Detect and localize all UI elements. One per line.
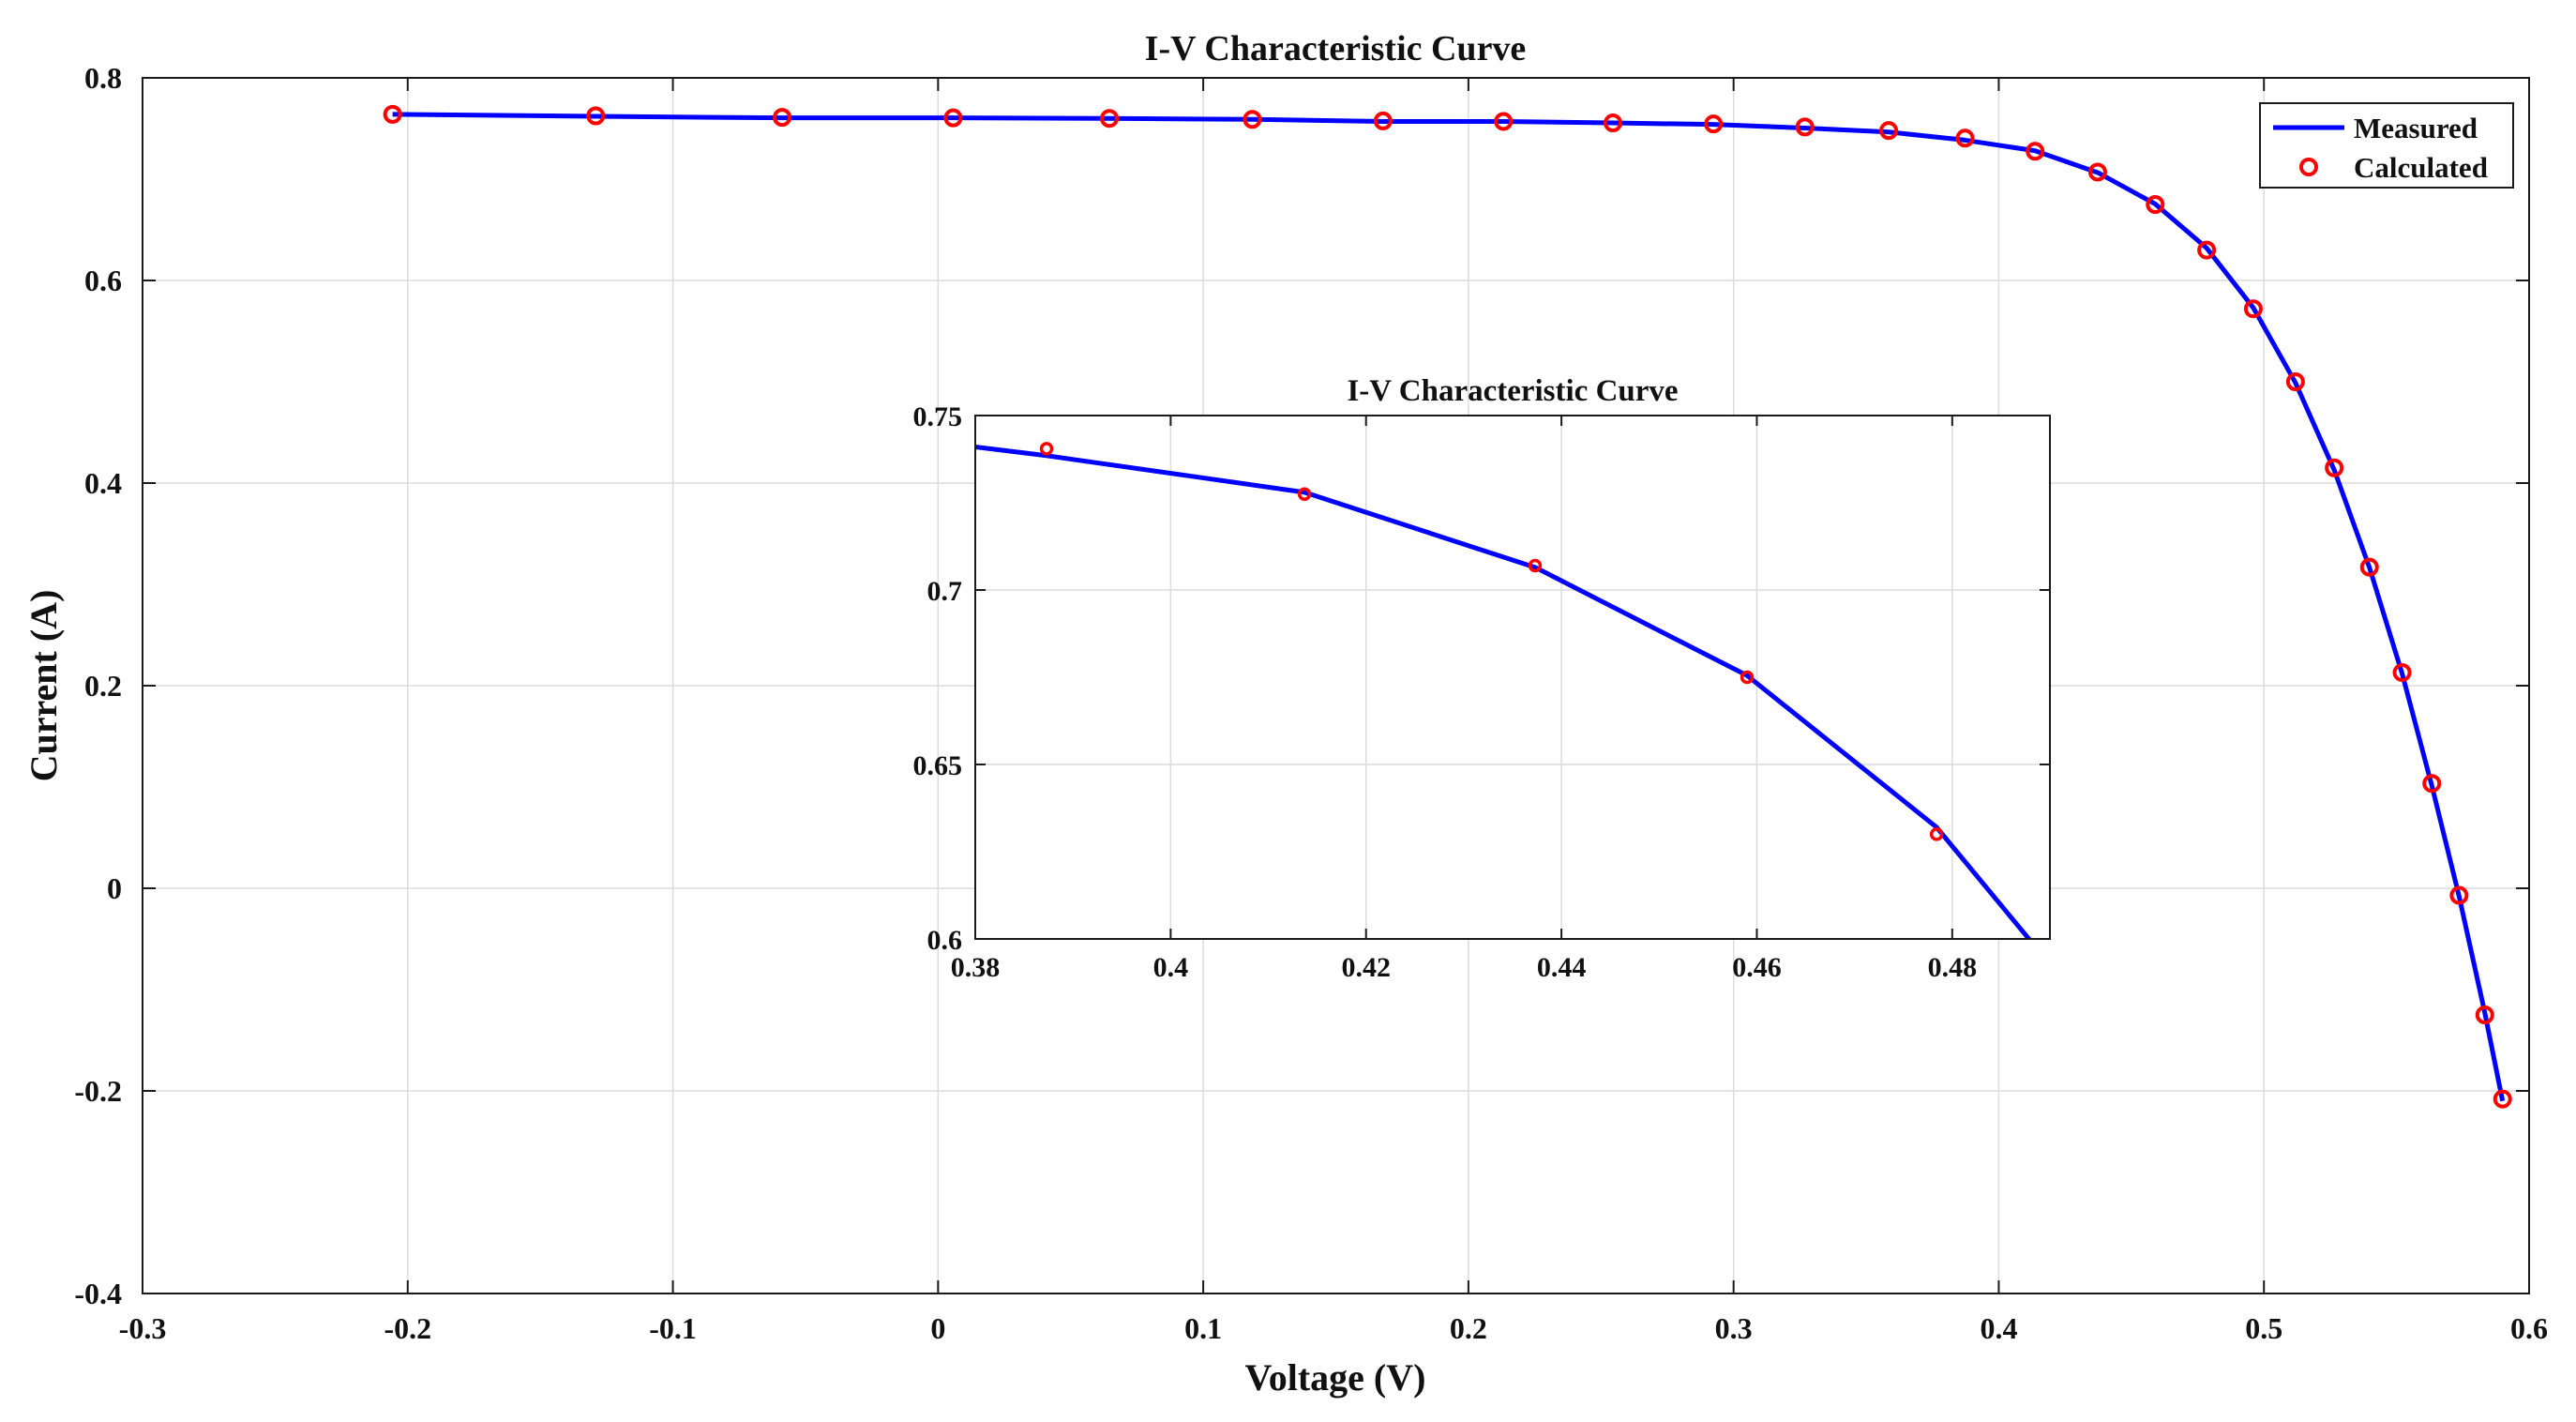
inset-x-tick-label: 0.38 (951, 952, 1001, 983)
main-series-calculated-point (586, 106, 606, 126)
inset-chart-title: I-V Characteristic Curve (1347, 374, 1678, 408)
inset-series-measured-line (975, 444, 2032, 939)
inset-y-tick-label: 0.75 (913, 401, 963, 432)
main-series-calculated-point (1494, 112, 1514, 131)
main-x-tick-label: 0.4 (1980, 1311, 2017, 1345)
main-series-calculated-point (2243, 299, 2263, 319)
main-series-calculated-point (383, 104, 402, 124)
inset-y-tick-label: 0.6 (927, 925, 963, 956)
main-series-calculated-point (2359, 557, 2379, 577)
inset-series-calculated-point (1297, 487, 1312, 501)
main-y-tick-label: 0.4 (84, 466, 122, 500)
main-series-calculated-point (2493, 1089, 2512, 1109)
main-chart-title: I-V Characteristic Curve (1145, 29, 1527, 68)
main-series-calculated-point (2392, 662, 2412, 682)
main-series-calculated-point (2449, 885, 2469, 905)
main-series-measured-line (392, 112, 2506, 1102)
inset-x-tick-labels: 0.38 0.4 0.42 0.44 0.46 0.48 (951, 952, 1977, 983)
inset-series-calculated-point (1929, 827, 1944, 841)
main-y-tick-label: -0.4 (74, 1277, 122, 1310)
main-y-axis-label: Current (A) (23, 590, 65, 782)
main-x-tick-label: 0 (930, 1311, 945, 1345)
inset-plot-background (974, 415, 2051, 940)
main-series-calculated-point (2197, 240, 2217, 260)
inset-x-tick-label: 0.4 (1153, 952, 1189, 983)
main-series-calculated-point (2325, 458, 2344, 477)
inset-y-tick-label: 0.65 (913, 750, 963, 781)
main-y-tick-label: 0.6 (84, 264, 122, 297)
main-x-tick-label: -0.1 (649, 1311, 697, 1345)
main-series-calculated-point (2285, 372, 2305, 391)
legend-measured-label: Measured (2354, 112, 2478, 144)
main-series-calculated-point (2026, 142, 2045, 161)
main-series-calculated-point (1704, 114, 1724, 134)
main-series-calculated-point (773, 108, 792, 128)
legend: Measured Calculated (2259, 102, 2514, 189)
main-x-tick-label: 0.2 (1450, 1311, 1487, 1345)
main-series-calculated-point (2087, 162, 2107, 182)
inset-x-tick-label: 0.46 (1732, 952, 1782, 983)
main-series-calculated-point (2146, 195, 2165, 214)
inset-y-tick-label: 0.7 (927, 576, 963, 607)
main-series-calculated-point (1879, 121, 1899, 141)
main-series-calculated-point (943, 108, 963, 128)
main-y-tick-labels: -0.4 -0.2 0 0.2 0.4 0.6 0.8 (74, 61, 122, 1310)
main-series-calculated-point (1243, 110, 1262, 129)
main-y-tick-label: -0.2 (74, 1074, 122, 1108)
main-series-calculated-point (2422, 774, 2442, 794)
main-x-tick-label: 0.5 (2245, 1311, 2282, 1345)
inset-series-calculated-point (1740, 670, 1755, 685)
inset-series-layer (975, 442, 2032, 939)
inset-series-calculated-point (1528, 558, 1543, 573)
main-x-tick-label: 0.3 (1715, 1311, 1753, 1345)
main-axis-ticks (142, 77, 2530, 1294)
main-series-calculated-point (1604, 113, 1622, 133)
inset-x-tick-label: 0.48 (1928, 952, 1978, 983)
inset-x-tick-label: 0.42 (1341, 952, 1391, 983)
inset-series-calculated-point (1039, 442, 1054, 456)
main-x-tick-labels: -0.3 -0.2 -0.1 0 0.1 0.2 0.3 0.4 0.5 0.6 (119, 1311, 2548, 1345)
main-x-axis-label: Voltage (V) (1245, 1356, 1426, 1399)
main-x-tick-label: -0.2 (384, 1311, 431, 1345)
main-series-calculated-point (1955, 129, 1975, 148)
main-series-calculated-point (1100, 109, 1120, 129)
inset-y-tick-labels: 0.6 0.65 0.7 0.75 (913, 401, 963, 956)
inset-x-tick-label: 0.44 (1537, 952, 1587, 983)
inset-plot-frame (974, 415, 2051, 940)
inset-axis-ticks (974, 415, 2050, 940)
main-series-calculated-point (1373, 111, 1393, 130)
main-y-tick-label: 0 (107, 871, 122, 905)
main-x-tick-label: -0.3 (119, 1311, 167, 1345)
legend-calculated-marker-sample (2299, 158, 2318, 176)
main-series-layer (383, 104, 2512, 1109)
main-x-tick-label: 0.1 (1184, 1311, 1222, 1345)
main-series-calculated-point (2475, 1006, 2494, 1024)
main-y-tick-label: 0.2 (84, 669, 122, 703)
main-series-calculated-point (1795, 117, 1815, 137)
legend-calculated-label: Calculated (2354, 151, 2488, 184)
main-y-tick-label: 0.8 (84, 61, 122, 95)
main-x-tick-label: 0.6 (2510, 1311, 2548, 1345)
